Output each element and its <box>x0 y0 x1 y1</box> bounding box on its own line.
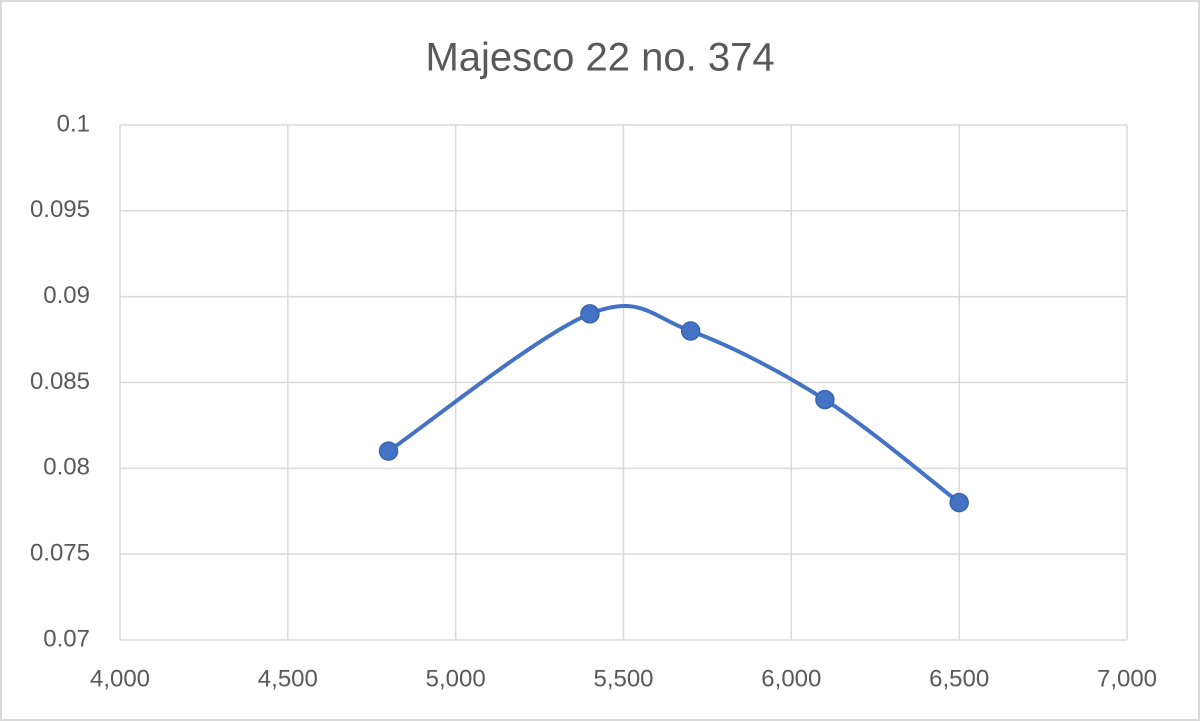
x-tick-label: 6,500 <box>929 665 989 692</box>
y-tick-label: 0.08 <box>43 454 90 481</box>
data-point <box>378 441 399 461</box>
data-point <box>580 304 600 324</box>
x-tick-label: 5,000 <box>426 665 486 692</box>
x-tick-label: 4,500 <box>258 665 318 692</box>
x-tick-label: 7,000 <box>1097 665 1157 692</box>
data-point <box>815 389 835 410</box>
x-tick-label: 6,000 <box>761 665 821 692</box>
y-tick-label: 0.07 <box>43 625 90 652</box>
x-tick-label: 4,000 <box>90 665 150 692</box>
y-tick-label: 0.09 <box>43 282 90 309</box>
data-point <box>680 321 701 341</box>
x-tick-label: 5,500 <box>593 665 653 692</box>
y-tick-label: 0.1 <box>57 110 90 137</box>
y-tick-label: 0.085 <box>30 368 90 395</box>
y-tick-label: 0.075 <box>30 540 90 567</box>
y-tick-label: 0.095 <box>30 196 90 223</box>
data-point <box>949 492 969 513</box>
chart-title: Majesco 22 no. 374 <box>425 36 774 80</box>
